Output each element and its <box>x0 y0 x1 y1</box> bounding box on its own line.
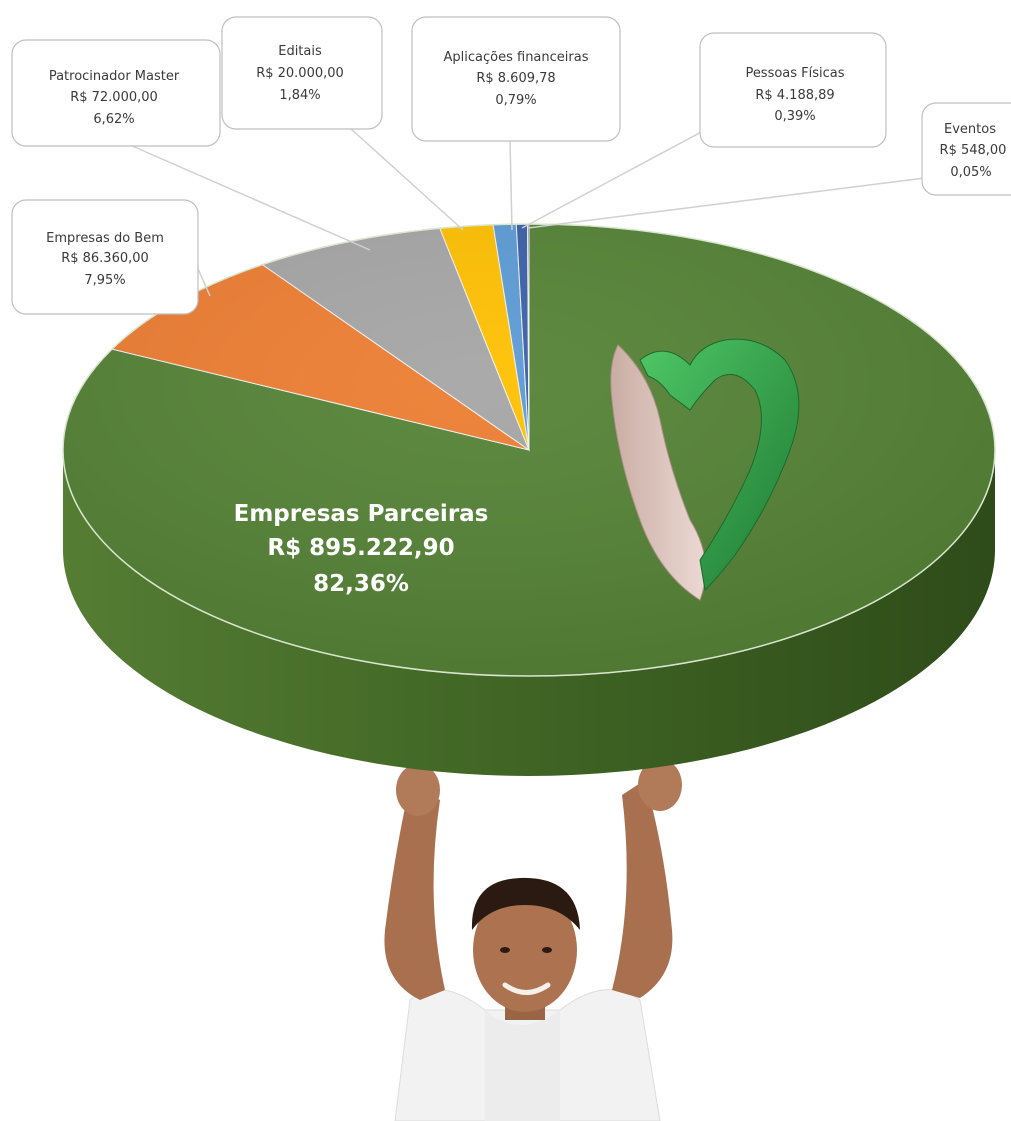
leader-line-patrocinador-master <box>129 144 371 251</box>
callout-eventos: Eventos R$ 548,00 0,05% <box>921 102 1011 196</box>
main-slice-amount: R$ 895.222,90 <box>267 535 454 561</box>
callout-percent: 0,79% <box>495 93 536 108</box>
callout-percent: 7,95% <box>84 273 125 288</box>
callout-amount: R$ 72.000,00 <box>70 90 158 105</box>
callout-amount: R$ 8.609,78 <box>476 71 555 86</box>
pie-top-rim <box>62 223 996 677</box>
callout-label: Eventos <box>944 122 996 137</box>
pie-side <box>63 450 995 776</box>
heart-leaf-logo-icon <box>610 338 800 601</box>
callout-label: Aplicações financeiras <box>444 50 589 65</box>
leader-line-pessoas-fisicas <box>521 129 706 229</box>
leader-line-eventos <box>527 177 926 229</box>
callout-amount: R$ 86.360,00 <box>61 251 149 266</box>
leader-lines <box>129 127 926 297</box>
callout-label: Empresas do Bem <box>46 231 164 246</box>
callout-percent: 6,62% <box>93 112 134 127</box>
callout-label: Patrocinador Master <box>49 69 180 84</box>
main-slice-percent: 82,36% <box>313 571 409 597</box>
callout-editais: Editais R$ 20.000,00 1,84% <box>221 16 383 130</box>
leader-line-editais <box>349 127 464 231</box>
callout-percent: 0,05% <box>950 165 991 180</box>
main-slice-name: Empresas Parceiras <box>234 501 489 527</box>
callout-aplicacoes-financeiras: Aplicações financeiras R$ 8.609,78 0,79% <box>411 16 621 142</box>
callout-patrocinador-master: Patrocinador Master R$ 72.000,00 6,62% <box>11 39 221 147</box>
callout-label: Pessoas Físicas <box>745 66 844 81</box>
callout-amount: R$ 548,00 <box>940 143 1007 158</box>
callout-amount: R$ 20.000,00 <box>256 66 344 81</box>
child-holding-chart-illustration <box>384 759 682 1121</box>
callout-label: Editais <box>278 44 322 59</box>
callout-empresas-do-bem: Empresas do Bem R$ 86.360,00 7,95% <box>11 199 199 315</box>
leader-line-aplicacoes <box>509 139 513 231</box>
callout-percent: 0,39% <box>774 109 815 124</box>
callout-pessoas-fisicas: Pessoas Físicas R$ 4.188,89 0,39% <box>699 32 887 148</box>
main-slice-label: Empresas Parceiras R$ 895.222,90 82,36% <box>234 501 489 597</box>
callout-amount: R$ 4.188,89 <box>755 88 834 103</box>
callout-percent: 1,84% <box>279 88 320 103</box>
